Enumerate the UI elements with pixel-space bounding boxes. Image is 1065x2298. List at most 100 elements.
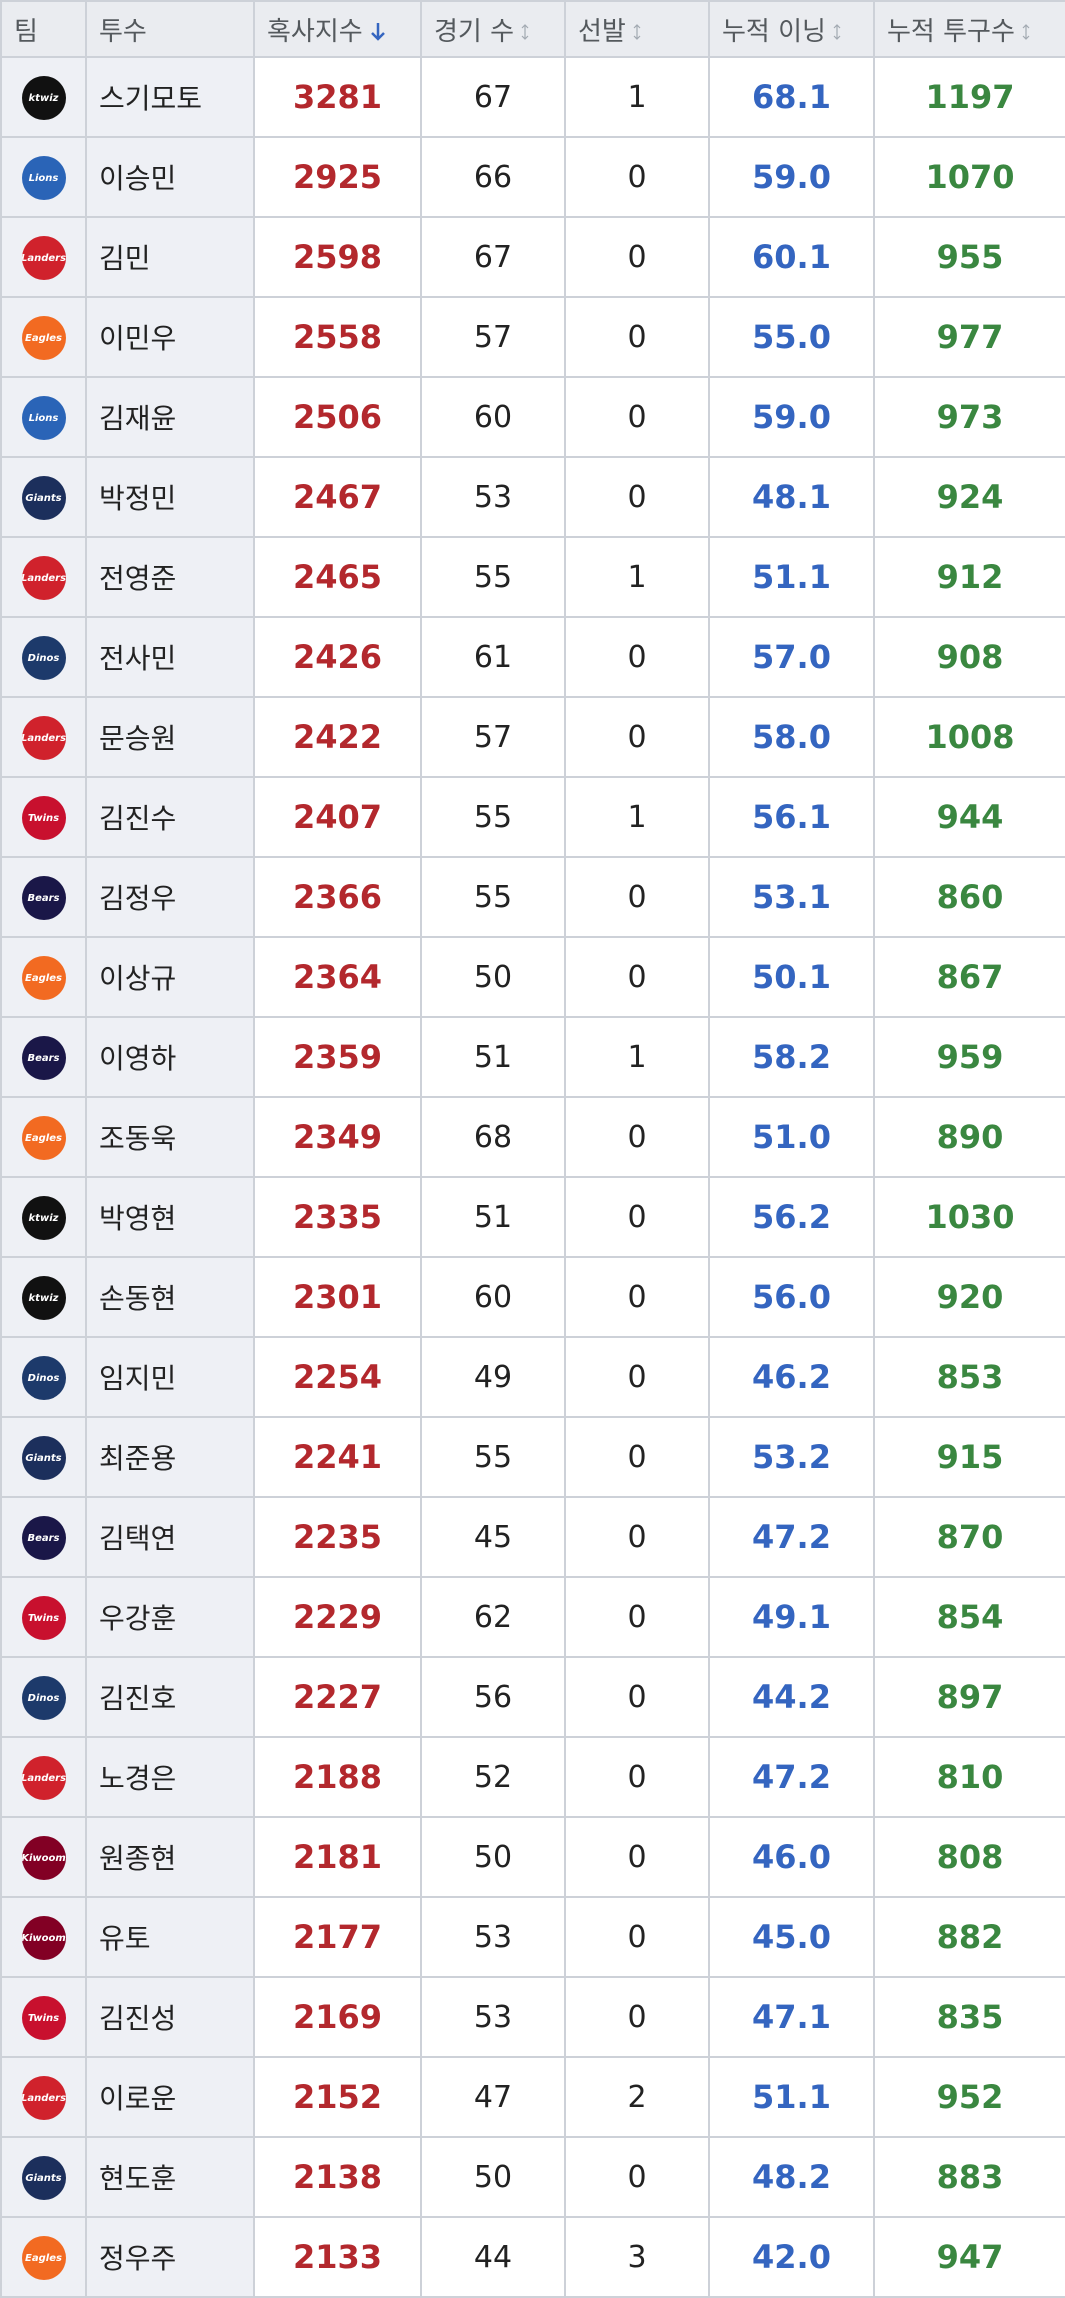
value-cell: 50 — [420, 936, 566, 1018]
value-cell: 1 — [564, 1016, 710, 1098]
pitcher-cell: 조동욱 — [85, 1096, 255, 1178]
value-cell: 2 — [564, 2056, 710, 2138]
pitcher-cell: 김정우 — [85, 856, 255, 938]
value-cell: 897 — [873, 1656, 1065, 1738]
value-cell: 2301 — [253, 1256, 422, 1338]
value-cell: 2506 — [253, 376, 422, 458]
pitcher-cell: 임지민 — [85, 1336, 255, 1418]
value-cell: 0 — [564, 2136, 710, 2218]
value-cell: 2152 — [253, 2056, 422, 2138]
value-cell: 0 — [564, 1256, 710, 1338]
table-row: Landers 김민 2598 67 0 60.1 955 — [0, 216, 1065, 298]
table-row: Landers 전영준 2465 55 1 51.1 912 — [0, 536, 1065, 618]
header-text: 누적 이닝 — [722, 16, 826, 47]
value-cell: 60 — [420, 1256, 566, 1338]
team-logo: Twins — [21, 1596, 66, 1641]
pitcher-cell: 원종현 — [85, 1816, 255, 1898]
value-cell: 44.2 — [708, 1656, 875, 1738]
value-cell: 2235 — [253, 1496, 422, 1578]
pitcher-cell: 스기모토 — [85, 56, 255, 138]
table-row: ktwiz 손동현 2301 60 0 56.0 920 — [0, 1256, 1065, 1338]
table-row: Bears 김택연 2235 45 0 47.2 870 — [0, 1496, 1065, 1578]
table-row: Kiwoom 원종현 2181 50 0 46.0 808 — [0, 1816, 1065, 1898]
team-logo: ktwiz — [21, 1196, 66, 1241]
value-cell: 882 — [873, 1896, 1065, 1978]
table-row: Landers 이로운 2152 47 2 51.1 952 — [0, 2056, 1065, 2138]
team-cell: Kiwoom — [0, 1896, 87, 1978]
value-cell: 58.2 — [708, 1016, 875, 1098]
value-cell: 61 — [420, 616, 566, 698]
team-logo: Landers — [21, 716, 66, 761]
value-cell: 62 — [420, 1576, 566, 1658]
value-cell: 810 — [873, 1736, 1065, 1818]
value-cell: 0 — [564, 1736, 710, 1818]
column-header[interactable]: 누적 이닝 — [708, 0, 875, 58]
table-row: Eagles 이상규 2364 50 0 50.1 867 — [0, 936, 1065, 1018]
value-cell: 0 — [564, 1976, 710, 2058]
value-cell: 2188 — [253, 1736, 422, 1818]
team-logo: Dinos — [21, 1356, 66, 1401]
value-cell: 51.1 — [708, 2056, 875, 2138]
table-row: Twins 우강훈 2229 62 0 49.1 854 — [0, 1576, 1065, 1658]
pitcher-cell: 김진수 — [85, 776, 255, 858]
value-cell: 67 — [420, 216, 566, 298]
pitcher-cell: 김진호 — [85, 1656, 255, 1738]
value-cell: 56.2 — [708, 1176, 875, 1258]
value-cell: 1 — [564, 56, 710, 138]
value-cell: 67 — [420, 56, 566, 138]
team-cell: Kiwoom — [0, 1816, 87, 1898]
value-cell: 2366 — [253, 856, 422, 938]
value-cell: 53 — [420, 1896, 566, 1978]
header-text: 혹사지수 — [267, 16, 363, 47]
pitcher-cell: 김재윤 — [85, 376, 255, 458]
sort-icon — [833, 24, 841, 40]
team-cell: ktwiz — [0, 56, 87, 138]
table-row: Twins 김진성 2169 53 0 47.1 835 — [0, 1976, 1065, 2058]
value-cell: 52 — [420, 1736, 566, 1818]
value-cell: 55 — [420, 856, 566, 938]
pitcher-cell: 이상규 — [85, 936, 255, 1018]
team-logo: Eagles — [21, 1116, 66, 1161]
value-cell: 0 — [564, 1336, 710, 1418]
value-cell: 883 — [873, 2136, 1065, 2218]
value-cell: 920 — [873, 1256, 1065, 1338]
column-header[interactable]: 혹사지수 — [253, 0, 422, 58]
value-cell: 0 — [564, 1176, 710, 1258]
value-cell: 912 — [873, 536, 1065, 618]
value-cell: 0 — [564, 1576, 710, 1658]
pitcher-cell: 전영준 — [85, 536, 255, 618]
sort-icon — [1022, 24, 1030, 40]
column-header[interactable]: 누적 투구수 — [873, 0, 1065, 58]
value-cell: 0 — [564, 216, 710, 298]
column-header: 팀 — [0, 0, 87, 58]
column-header[interactable]: 선발 — [564, 0, 710, 58]
team-cell: Bears — [0, 1016, 87, 1098]
table-row: Dinos 김진호 2227 56 0 44.2 897 — [0, 1656, 1065, 1738]
value-cell: 2133 — [253, 2216, 422, 2298]
value-cell: 51 — [420, 1176, 566, 1258]
table-row: Eagles 정우주 2133 44 3 42.0 947 — [0, 2216, 1065, 2298]
value-cell: 42.0 — [708, 2216, 875, 2298]
team-logo: ktwiz — [21, 76, 66, 121]
pitcher-cell: 노경은 — [85, 1736, 255, 1818]
team-cell: ktwiz — [0, 1176, 87, 1258]
value-cell: 2227 — [253, 1656, 422, 1738]
value-cell: 955 — [873, 216, 1065, 298]
value-cell: 2364 — [253, 936, 422, 1018]
table-row: Eagles 이민우 2558 57 0 55.0 977 — [0, 296, 1065, 378]
value-cell: 49 — [420, 1336, 566, 1418]
team-logo: Twins — [21, 796, 66, 841]
value-cell: 47.2 — [708, 1736, 875, 1818]
table-row: Eagles 조동욱 2349 68 0 51.0 890 — [0, 1096, 1065, 1178]
value-cell: 2467 — [253, 456, 422, 538]
value-cell: 870 — [873, 1496, 1065, 1578]
value-cell: 44 — [420, 2216, 566, 2298]
pitcher-cell: 손동현 — [85, 1256, 255, 1338]
value-cell: 0 — [564, 1096, 710, 1178]
value-cell: 2254 — [253, 1336, 422, 1418]
team-cell: Dinos — [0, 1336, 87, 1418]
column-header[interactable]: 경기 수 — [420, 0, 566, 58]
value-cell: 0 — [564, 1416, 710, 1498]
team-cell: Eagles — [0, 296, 87, 378]
